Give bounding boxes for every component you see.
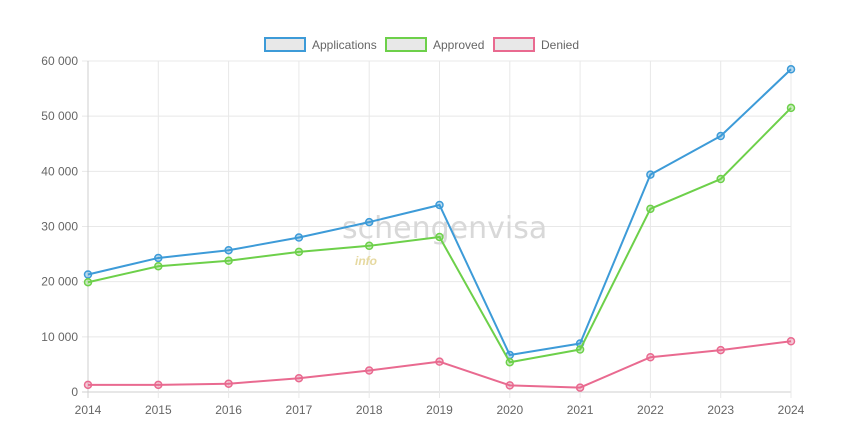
data-point[interactable] <box>646 170 655 179</box>
legend-label: Applications <box>312 38 377 52</box>
x-tick-label: 2018 <box>356 403 383 417</box>
data-point[interactable] <box>716 131 725 141</box>
x-tick-label: 2020 <box>496 403 523 417</box>
data-point[interactable] <box>716 345 725 355</box>
series-line <box>87 68 792 357</box>
data-point[interactable] <box>575 345 585 354</box>
y-tick-label: 60 000 <box>41 54 78 68</box>
data-point[interactable] <box>646 352 655 362</box>
legend-item-approved[interactable]: Approved <box>385 37 484 52</box>
y-tick-label: 20 000 <box>41 275 78 289</box>
data-point[interactable] <box>224 379 233 388</box>
data-point[interactable] <box>364 217 374 227</box>
data-point[interactable] <box>435 232 444 242</box>
x-tick-label: 2019 <box>426 403 453 417</box>
watermark-sub: info <box>355 254 377 268</box>
series-line <box>88 340 792 389</box>
legend: Applications Approved Denied <box>264 37 579 52</box>
x-tick-label: 2016 <box>215 403 242 417</box>
x-tick-label: 2023 <box>707 403 734 417</box>
legend-swatch <box>385 37 427 52</box>
data-point[interactable] <box>786 103 796 113</box>
data-point[interactable] <box>505 381 515 390</box>
data-point[interactable] <box>154 380 163 390</box>
data-point[interactable] <box>294 247 304 257</box>
y-tick-label: 0 <box>71 385 78 399</box>
x-tick-label: 2021 <box>567 403 594 417</box>
data-point[interactable] <box>646 204 655 214</box>
data-point[interactable] <box>786 336 796 346</box>
data-point[interactable] <box>294 233 304 242</box>
data-point[interactable] <box>83 277 93 287</box>
data-point[interactable] <box>154 253 163 263</box>
x-tick-label: 2017 <box>286 403 313 417</box>
y-axis: 0 10 000 20 000 30 000 40 000 50 000 60 000 <box>41 54 78 399</box>
x-axis: 2014 2015 2016 2017 2018 2019 2020 2021 2022 2023… <box>75 403 805 417</box>
series-group <box>83 65 796 392</box>
data-point[interactable] <box>716 174 725 184</box>
data-point[interactable] <box>435 357 444 366</box>
x-tick-label: 2022 <box>637 403 664 417</box>
data-point[interactable] <box>83 270 93 279</box>
legend-swatch <box>264 37 306 52</box>
legend-item-applications[interactable]: Applications <box>264 37 377 52</box>
series-approved <box>83 103 796 367</box>
data-point[interactable] <box>435 200 444 210</box>
series-denied <box>83 336 796 392</box>
legend-label: Denied <box>541 38 579 52</box>
y-tick-label: 30 000 <box>41 220 78 234</box>
data-point[interactable] <box>224 245 233 255</box>
series-applications <box>83 65 796 360</box>
x-tick-label: 2014 <box>75 403 102 417</box>
y-tick-label: 40 000 <box>41 164 78 178</box>
legend-label: Approved <box>433 38 484 52</box>
legend-item-denied[interactable]: Denied <box>493 37 579 52</box>
legend-swatch <box>493 37 535 52</box>
data-point[interactable] <box>786 65 796 74</box>
data-point[interactable] <box>364 241 374 251</box>
x-tick-label: 2015 <box>145 403 172 417</box>
data-point[interactable] <box>224 256 233 265</box>
x-tick-label: 2024 <box>778 403 805 417</box>
data-point[interactable] <box>505 357 515 367</box>
data-point[interactable] <box>83 380 93 390</box>
watermark: schengenvisa info <box>342 211 547 268</box>
data-point[interactable] <box>154 261 163 271</box>
y-tick-label: 10 000 <box>41 330 78 344</box>
data-point[interactable] <box>575 383 585 392</box>
y-tick-label: 50 000 <box>41 109 78 123</box>
data-point[interactable] <box>364 366 374 375</box>
grid <box>82 60 792 398</box>
series-line <box>87 107 792 364</box>
data-point[interactable] <box>294 373 304 383</box>
